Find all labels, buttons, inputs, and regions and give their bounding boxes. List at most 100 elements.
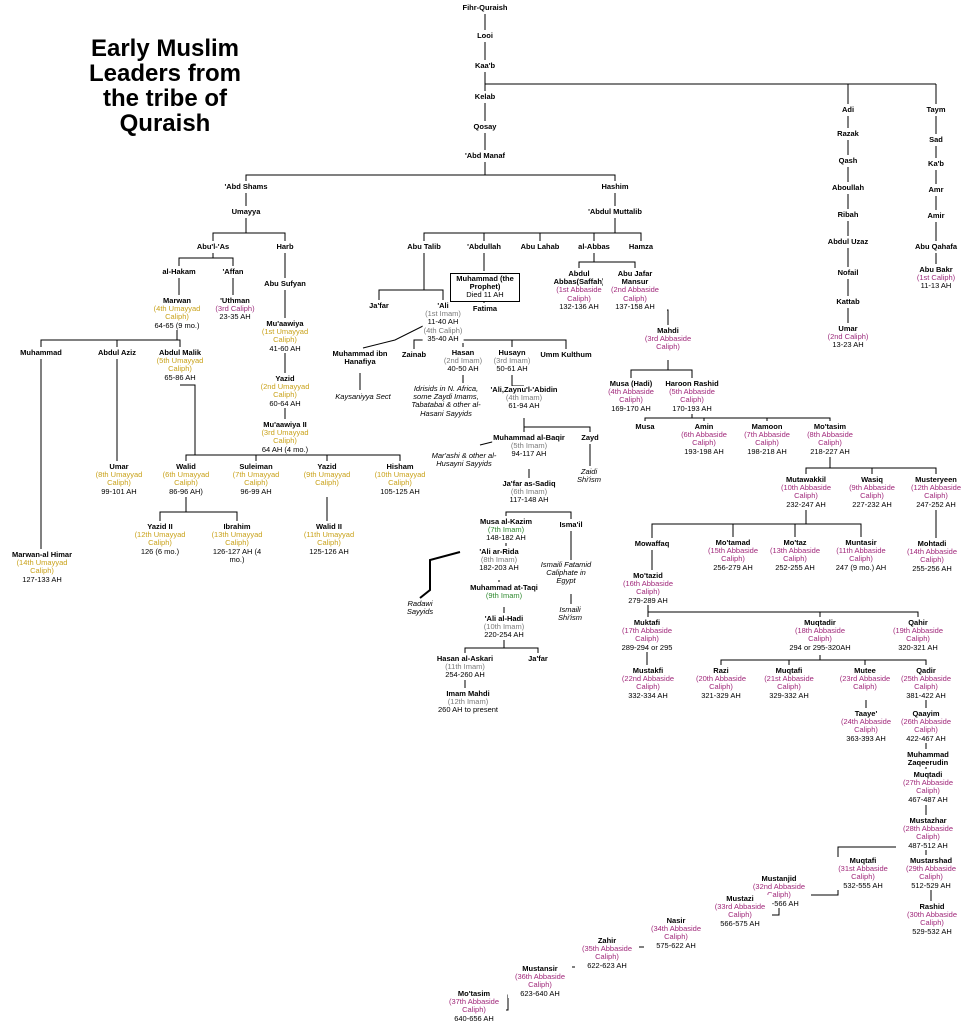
person-muqtadi: Muqtadi (27th Abbaside Caliph) 467-487 AH [896, 770, 960, 804]
person-dates: 529-532 AH [912, 926, 952, 936]
person-name: Mutee [854, 666, 876, 675]
person-name: Nasir [666, 916, 686, 925]
person-dates: 422-467 AH [906, 733, 946, 743]
person-dates: 289-294 or 295 [621, 642, 673, 652]
person-name: Abu Talib [407, 242, 441, 251]
person-walidii: Walid II (11th Umayyad Caliph) 125-126 AH [297, 522, 361, 556]
person-name: Ka'b [928, 159, 944, 168]
person-name: Adi [841, 105, 855, 114]
person-ali: 'Ali (1st Imam) 11-40 AH (4th Caliph) 35-40 … [422, 301, 464, 344]
person-name: Muqtafi [849, 856, 877, 865]
person-role: (2nd Umayyad Caliph) [260, 382, 310, 400]
connector-line [651, 510, 807, 538]
person-adi: Adi [840, 105, 856, 115]
person-name: Umar [109, 462, 129, 471]
person-abdullah: 'Abdullah [466, 242, 502, 252]
connector-line [419, 551, 461, 599]
person-name: Abu'l-'As [196, 242, 230, 251]
person-name: Mo'tamad [715, 538, 751, 547]
person-name: 'Abd Shams [224, 182, 268, 191]
person-name: Umar [838, 324, 858, 333]
person-name: Amir [927, 211, 945, 220]
person-name: Walid II [316, 522, 342, 531]
person-abujafar: Abu Jafar Mansur (2nd Abbaside Caliph) 137… [603, 269, 667, 312]
person-ismail: Isma'il [558, 520, 584, 530]
person-name: Muhammad at-Taqi [470, 583, 538, 592]
person-name: Kattab [836, 297, 860, 306]
person-role: (10th Abbaside Caliph) [780, 483, 832, 501]
person-rida: 'Ali ar-Rida (8th Imam) 182-203 AH [478, 547, 520, 573]
person-harb: Harb [275, 242, 295, 252]
connector-line [180, 384, 196, 461]
person-motasim: Mo'tasim (8th Abbaside Caliph) 218-227 AH [798, 422, 862, 456]
person-dates: 60-64 AH [269, 398, 301, 408]
person-name: Muntasir [845, 538, 877, 547]
person-name: Hamza [628, 242, 654, 251]
person-motazid: Mo'tazid (16th Abbaside Caliph) 279-289 AH [616, 571, 680, 605]
person-name: Hashim [601, 182, 629, 191]
connector-line [830, 467, 937, 474]
person-role: (11th Abbaside Caliph) [836, 546, 886, 564]
person-dates: 41-60 AH [269, 343, 301, 353]
person-hashim: Hashim [600, 182, 630, 192]
person-motasim2: Mo'tasim (37th Abbaside Caliph) 640-656 AH [442, 989, 506, 1023]
person-sadiq: Ja'far as-Sadiq (6th Imam) 117-148 AH [501, 479, 557, 505]
person-marwan: Marwan (4th Umayyad Caliph) 64-65 (9 mo.) [145, 296, 209, 330]
person-role: (27th Abbaside Caliph) [902, 778, 954, 796]
person-role: (2nd Imam) [443, 356, 483, 366]
person-name: 'Abd Manaf [464, 151, 506, 160]
connector-line [424, 289, 444, 300]
person-dates: 13-23 AH [832, 340, 864, 350]
note-zaidishiism: Zaidi Shi'ism [577, 467, 601, 485]
person-alabbas: al-Abbas [577, 242, 611, 252]
person-name: Walid [176, 462, 196, 471]
person-role: (8th Umayyad Caliph) [95, 470, 143, 488]
person-name: Rashid [919, 902, 945, 911]
person-role: (18th Abbaside Caliph) [794, 626, 846, 644]
person-name: Qadir [916, 666, 936, 675]
person-askari: Hasan al-Askari (11th Imam) 254-260 AH [435, 654, 495, 680]
person-name: Suleiman [239, 462, 273, 471]
person-role: (26th Abbaside Caliph) [900, 717, 952, 735]
person-name: Mo'tazid [633, 571, 663, 580]
person-name: Taym [926, 105, 946, 114]
person-dates: 126 (6 mo.) [140, 546, 180, 556]
person-name: Mu'aawiya [266, 319, 304, 328]
person-hasan: Hasan (2nd Imam) 40-50 AH [442, 348, 484, 374]
person-dates: 260 AH to present [437, 705, 499, 715]
person-imammahdi: Imam Mahdi (12th Imam) 260 AH to present [436, 689, 500, 715]
connector-line [805, 457, 831, 474]
connector-line [186, 511, 238, 521]
person-role: (11th Imam) [445, 662, 485, 672]
person-dates: 11-13 AH [920, 281, 952, 291]
person-name: Fatima [472, 304, 498, 313]
person-name: Zayd [581, 433, 599, 442]
person-abdmanaf: 'Abd Manaf [463, 151, 507, 161]
person-role: (4th Caliph) [423, 325, 463, 335]
person-name: Mustansir [522, 964, 558, 973]
person-name: Hisham [386, 462, 414, 471]
person-kelab: Kelab [473, 92, 497, 102]
person-dates: 126-127 AH (4 mo.) [212, 546, 262, 564]
person-name: Ibrahim [223, 522, 251, 531]
person-yazid: Yazid (2nd Umayyad Caliph) 60-64 AH [253, 374, 317, 408]
person-mustansir: Mustansir (36th Abbaside Caliph) 623-640 A… [508, 964, 572, 998]
person-dates: 256-279 AH [713, 562, 753, 572]
person-dates: 170-193 AH [672, 403, 712, 413]
person-name: Ja'far [369, 301, 389, 310]
person-dates: 86-96 AH) [169, 486, 203, 496]
person-name: Mustanjid [761, 874, 797, 883]
person-yazidii: Yazid II (12th Umayyad Caliph) 126 (6 mo.) [128, 522, 192, 556]
person-name: Mohtadi [917, 539, 947, 548]
person-abulahab: Abu Lahab [519, 242, 561, 252]
person-name: Fihr-Quraish [462, 3, 508, 12]
person-dates: 279-289 AH [628, 595, 668, 605]
person-role: (1st Imam) [425, 309, 461, 319]
person-zainab: Zainab [400, 350, 428, 360]
person-name: Muhammad ibn Hanafiya [332, 349, 388, 367]
person-umar1: Umar (2nd Caliph) 13-23 AH [826, 324, 870, 350]
person-role: (32nd Abbaside Caliph) [752, 882, 806, 900]
person-dates: 105-125 AH [380, 486, 420, 496]
person-qosay: Qosay [472, 122, 498, 132]
person-name: Musa [635, 422, 655, 431]
